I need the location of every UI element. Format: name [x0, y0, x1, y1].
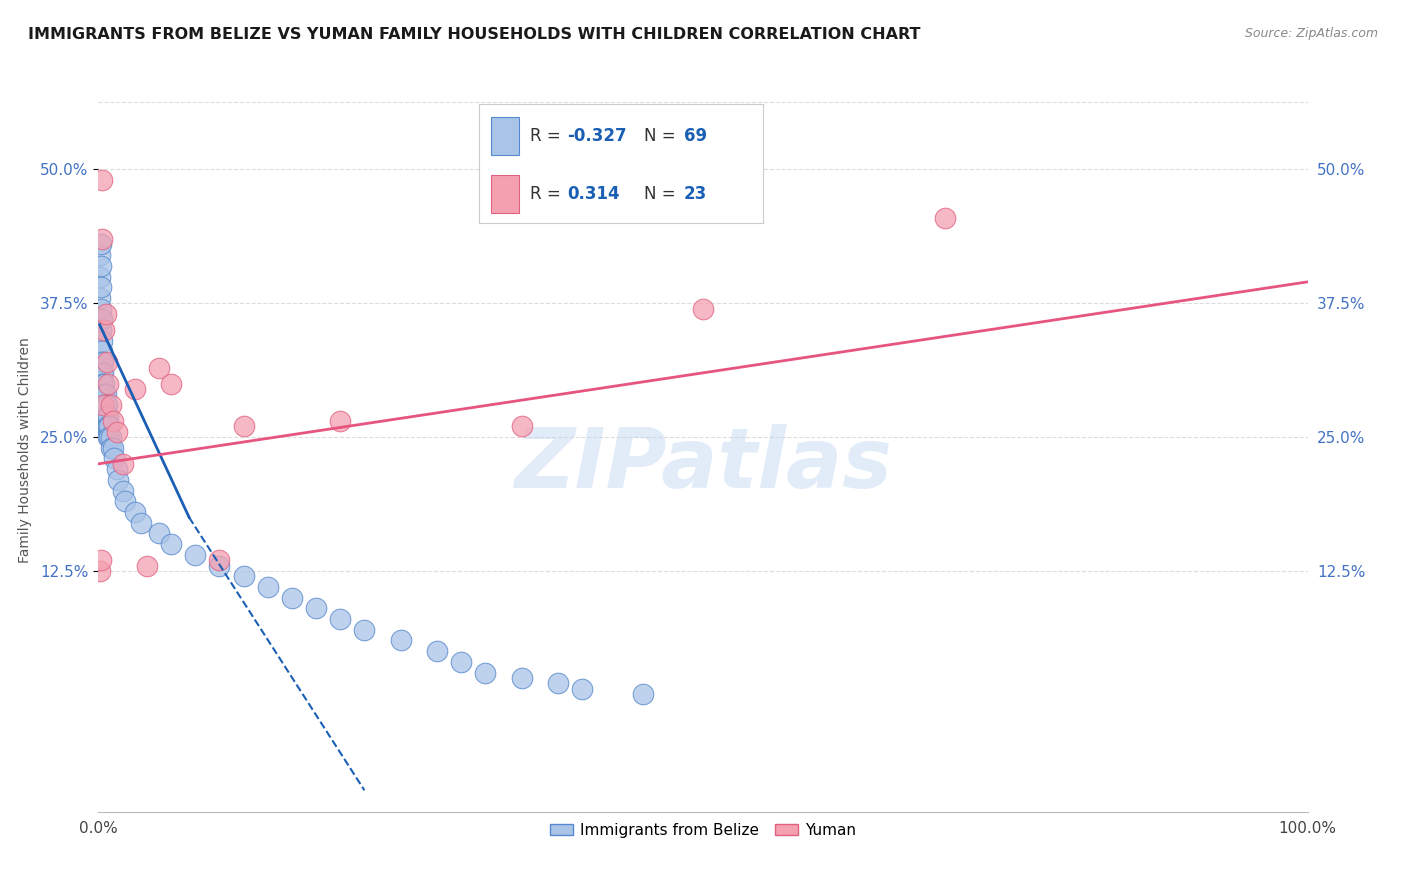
Point	[91, 398, 114, 412]
Point	[91, 387, 114, 401]
Point	[97, 409, 120, 423]
Point	[100, 430, 122, 444]
Point	[100, 441, 122, 455]
Point	[93, 419, 115, 434]
Point	[329, 414, 352, 428]
Point	[124, 382, 146, 396]
Point	[105, 425, 128, 439]
Point	[91, 334, 114, 348]
Point	[93, 387, 115, 401]
Text: Source: ZipAtlas.com: Source: ZipAtlas.com	[1244, 27, 1378, 40]
Point	[232, 569, 254, 583]
Point	[96, 409, 118, 423]
Point	[129, 516, 152, 530]
Point	[547, 676, 569, 690]
Point	[97, 430, 120, 444]
Point	[91, 312, 114, 326]
Text: IMMIGRANTS FROM BELIZE VS YUMAN FAMILY HOUSEHOLDS WITH CHILDREN CORRELATION CHAR: IMMIGRANTS FROM BELIZE VS YUMAN FAMILY H…	[28, 27, 921, 42]
Point	[97, 419, 120, 434]
Point	[510, 671, 533, 685]
Point	[91, 355, 114, 369]
Point	[305, 601, 328, 615]
Point	[124, 505, 146, 519]
Point	[96, 419, 118, 434]
Point	[91, 398, 114, 412]
Point	[89, 248, 111, 262]
Point	[91, 376, 114, 391]
Point	[94, 307, 117, 321]
Point	[208, 553, 231, 567]
Point	[105, 462, 128, 476]
Point	[135, 558, 157, 573]
Point	[103, 451, 125, 466]
Point	[91, 398, 114, 412]
Point	[353, 623, 375, 637]
Point	[571, 681, 593, 696]
Point	[631, 687, 654, 701]
Point	[90, 553, 112, 567]
Legend: Immigrants from Belize, Yuman: Immigrants from Belize, Yuman	[544, 816, 862, 844]
Point	[90, 280, 112, 294]
Point	[90, 323, 112, 337]
Point	[89, 291, 111, 305]
Point	[94, 419, 117, 434]
Point	[93, 409, 115, 423]
Point	[89, 564, 111, 578]
Point	[256, 580, 278, 594]
Point	[184, 548, 207, 562]
Point	[474, 665, 496, 680]
Point	[93, 398, 115, 412]
Point	[89, 312, 111, 326]
Point	[160, 537, 183, 551]
Point	[93, 323, 115, 337]
Y-axis label: Family Households with Children: Family Households with Children	[18, 337, 32, 564]
Text: ZIPatlas: ZIPatlas	[515, 425, 891, 506]
Point	[91, 387, 114, 401]
Point	[510, 419, 533, 434]
Point	[101, 441, 124, 455]
Point	[232, 419, 254, 434]
Point	[101, 414, 124, 428]
Point	[93, 376, 115, 391]
Point	[96, 355, 118, 369]
Point	[91, 355, 114, 369]
Point	[94, 398, 117, 412]
Point	[90, 301, 112, 316]
Point	[91, 232, 114, 246]
Point	[91, 376, 114, 391]
Point	[934, 211, 956, 225]
Point	[90, 237, 112, 252]
Point	[91, 366, 114, 380]
Point	[94, 387, 117, 401]
Point	[97, 376, 120, 391]
Point	[329, 612, 352, 626]
Point	[100, 398, 122, 412]
Point	[91, 366, 114, 380]
Point	[148, 360, 170, 375]
Point	[208, 558, 231, 573]
Point	[90, 259, 112, 273]
Point	[389, 633, 412, 648]
Point	[98, 419, 121, 434]
Point	[148, 526, 170, 541]
Point	[692, 301, 714, 316]
Point	[450, 655, 472, 669]
Point	[111, 483, 134, 498]
Point	[91, 173, 114, 187]
Point	[281, 591, 304, 605]
Point	[91, 344, 114, 359]
Point	[114, 494, 136, 508]
Point	[160, 376, 183, 391]
Point	[98, 430, 121, 444]
Point	[91, 409, 114, 423]
Point	[89, 269, 111, 284]
Point	[426, 644, 449, 658]
Point	[96, 398, 118, 412]
Point	[107, 473, 129, 487]
Point	[111, 457, 134, 471]
Point	[94, 409, 117, 423]
